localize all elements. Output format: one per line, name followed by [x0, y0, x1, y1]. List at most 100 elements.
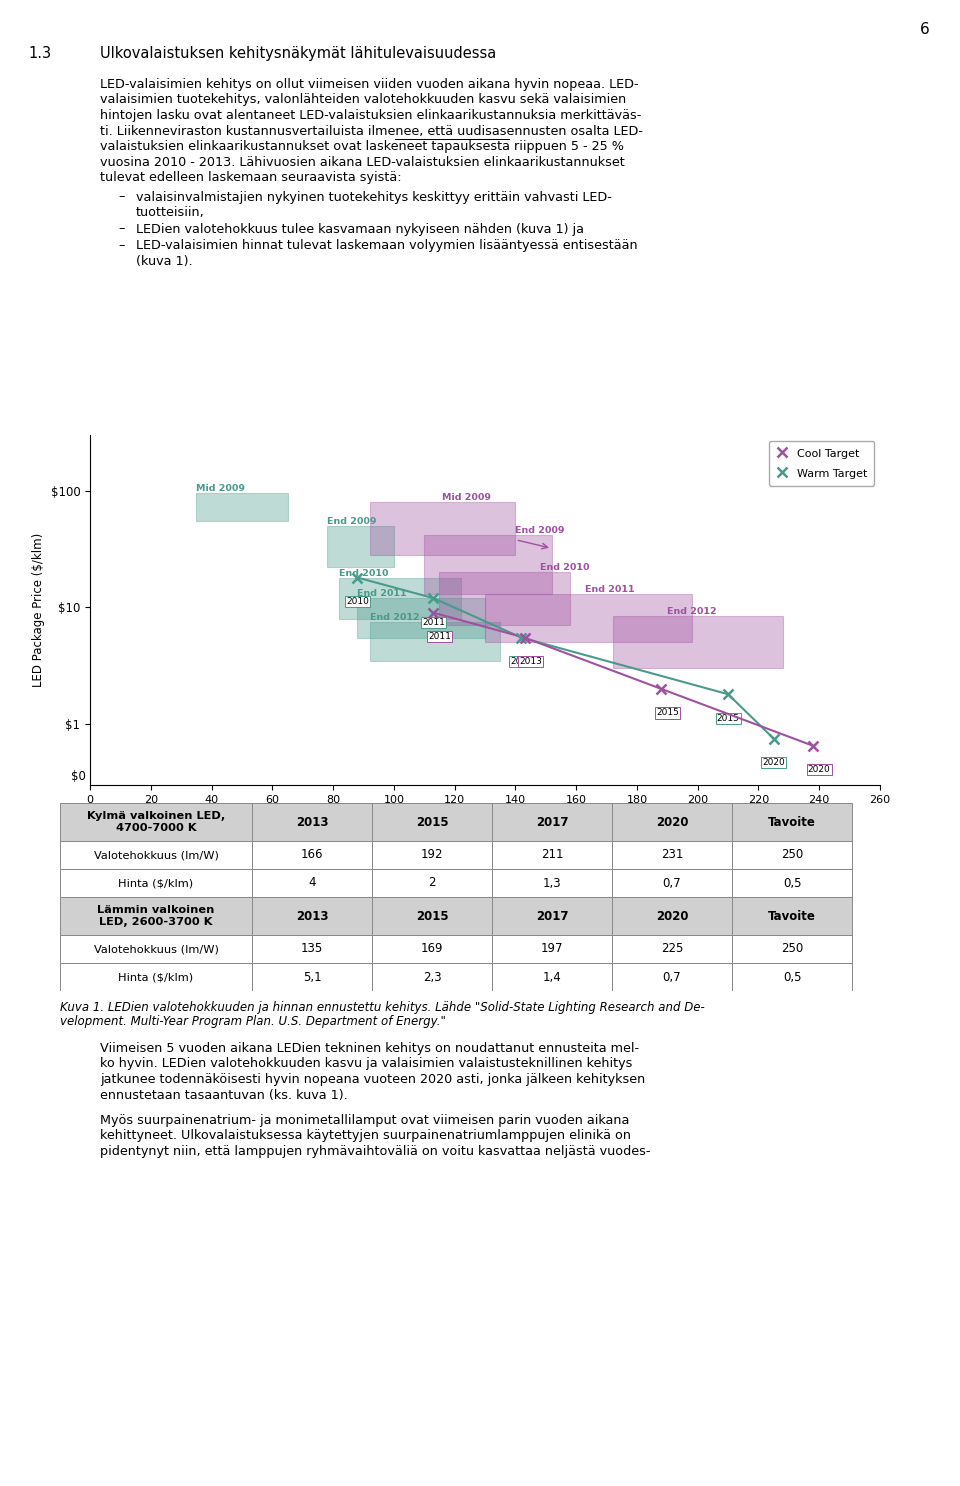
Text: 2010: 2010: [346, 597, 369, 606]
Bar: [60, 935, 252, 963]
Bar: [60, 898, 252, 935]
Text: 1,4: 1,4: [542, 970, 562, 984]
Text: 0,5: 0,5: [782, 970, 802, 984]
Text: End 2009: End 2009: [516, 526, 564, 535]
Text: 169: 169: [420, 942, 444, 955]
Text: 2020: 2020: [808, 765, 830, 774]
Bar: [60, 841, 252, 869]
Text: 1.3: 1.3: [28, 46, 51, 61]
Bar: [357, 597, 485, 637]
Text: 2,3: 2,3: [422, 970, 442, 984]
Text: End 2011: End 2011: [586, 585, 635, 594]
Bar: [440, 572, 570, 626]
Text: tulevat edelleen laskemaan seuraavista syistä:: tulevat edelleen laskemaan seuraavista s…: [100, 171, 401, 184]
Bar: [732, 841, 852, 869]
Bar: [60, 802, 252, 841]
Text: 2020: 2020: [656, 816, 688, 829]
Bar: [732, 963, 852, 991]
Text: Lämmin valkoinen
LED, 2600-3700 K: Lämmin valkoinen LED, 2600-3700 K: [97, 905, 215, 927]
Text: Hinta ($/klm): Hinta ($/klm): [118, 972, 194, 982]
Text: Valotehokkuus (lm/W): Valotehokkuus (lm/W): [93, 850, 219, 860]
Text: Ulkovalaistuksen kehitysnäkymät lähitulevaisuudessa: Ulkovalaistuksen kehitysnäkymät lähitule…: [100, 46, 496, 61]
Text: End 2011: End 2011: [357, 588, 407, 597]
Bar: [339, 578, 461, 618]
Text: 250: 250: [780, 849, 804, 862]
Text: –: –: [118, 239, 125, 253]
Text: ko hyvin. LEDien valotehokkuuden kasvu ja valaisimien valaistusteknillinen kehit: ko hyvin. LEDien valotehokkuuden kasvu j…: [100, 1058, 633, 1070]
Bar: [492, 802, 612, 841]
Text: 135: 135: [300, 942, 324, 955]
Text: tuotteisiin,: tuotteisiin,: [136, 207, 204, 218]
Bar: [492, 963, 612, 991]
Text: 2015: 2015: [716, 713, 739, 722]
Bar: [370, 502, 516, 556]
Text: ti. Liikenneviraston kustannusvertailuista ilmenee, että uudisasennusten osalta : ti. Liikenneviraston kustannusvertailuis…: [100, 125, 643, 138]
Bar: [252, 869, 372, 898]
Bar: [612, 935, 732, 963]
Bar: [327, 526, 394, 568]
Text: kehittyneet. Ulkovalaistuksessa käytettyjen suurpainenatriumlamppujen elinikä on: kehittyneet. Ulkovalaistuksessa käytetty…: [100, 1129, 631, 1143]
Text: End 2010: End 2010: [540, 563, 589, 572]
Text: Kylmä valkoinen LED,
4700-7000 K: Kylmä valkoinen LED, 4700-7000 K: [86, 811, 226, 832]
Text: valaistuksien elinkaarikustannukset ovat laskeneet tapauksesta riippuen 5 - 25 %: valaistuksien elinkaarikustannukset ovat…: [100, 140, 624, 153]
Text: 2013: 2013: [296, 909, 328, 923]
Text: Myös suurpainenatrium- ja monimetallilamput ovat viimeisen parin vuoden aikana: Myös suurpainenatrium- ja monimetallilam…: [100, 1114, 630, 1126]
Bar: [372, 935, 492, 963]
Bar: [492, 869, 612, 898]
Text: (kuva 1).: (kuva 1).: [136, 254, 193, 267]
Bar: [485, 594, 691, 642]
Text: Valotehokkuus (lm/W): Valotehokkuus (lm/W): [93, 944, 219, 954]
Text: 211: 211: [540, 849, 564, 862]
Bar: [612, 869, 732, 898]
Bar: [424, 535, 552, 594]
Text: hintojen lasku ovat alentaneet LED-valaistuksien elinkaarikustannuksia merkittäv: hintojen lasku ovat alentaneet LED-valai…: [100, 108, 641, 122]
Text: Tavoite: Tavoite: [768, 909, 816, 923]
Bar: [372, 841, 492, 869]
Text: End 2009: End 2009: [327, 517, 376, 526]
Text: 2013: 2013: [296, 816, 328, 829]
Text: velopment. Multi-Year Program Plan. U.S. Department of Energy.": velopment. Multi-Year Program Plan. U.S.…: [60, 1015, 445, 1028]
Bar: [372, 898, 492, 935]
Bar: [612, 898, 732, 935]
Text: Tavoite: Tavoite: [768, 816, 816, 829]
Text: LEDien valotehokkuus tulee kasvamaan nykyiseen nähden (kuva 1) ja: LEDien valotehokkuus tulee kasvamaan nyk…: [136, 223, 584, 235]
Text: 6: 6: [920, 22, 930, 37]
Text: LED-valaisimien hinnat tulevat laskemaan volyymien lisääntyessä entisestään: LED-valaisimien hinnat tulevat laskemaan…: [136, 239, 637, 253]
Bar: [370, 623, 500, 660]
Text: pidentynyt niin, että lamppujen ryhmävaihtoväliä on voitu kasvattaa neljästä vuo: pidentynyt niin, että lamppujen ryhmävai…: [100, 1146, 651, 1158]
Bar: [492, 935, 612, 963]
Bar: [612, 963, 732, 991]
Y-axis label: LED Package Price ($/klm): LED Package Price ($/klm): [32, 533, 45, 687]
Bar: [252, 898, 372, 935]
Text: 166: 166: [300, 849, 324, 862]
Text: 2015: 2015: [416, 816, 448, 829]
Text: 225: 225: [660, 942, 684, 955]
Text: 2013: 2013: [519, 657, 542, 666]
Text: 0,5: 0,5: [782, 877, 802, 890]
Text: 4: 4: [308, 877, 316, 890]
Bar: [252, 841, 372, 869]
Text: $0: $0: [71, 770, 86, 783]
Text: LED-valaisimien kehitys on ollut viimeisen viiden vuoden aikana hyvin nopeaa. LE: LED-valaisimien kehitys on ollut viimeis…: [100, 77, 638, 91]
Text: Hinta ($/klm): Hinta ($/klm): [118, 878, 194, 889]
Text: 2017: 2017: [536, 816, 568, 829]
Text: 2020: 2020: [762, 758, 785, 767]
Text: Mid 2009: Mid 2009: [197, 484, 246, 493]
Bar: [252, 935, 372, 963]
Text: 0,7: 0,7: [662, 970, 682, 984]
Text: ennustetaan tasaantuvan (ks. kuva 1).: ennustetaan tasaantuvan (ks. kuva 1).: [100, 1089, 348, 1101]
Bar: [612, 615, 782, 669]
Text: 1,3: 1,3: [542, 877, 562, 890]
X-axis label: Efficacy (lm/W): Efficacy (lm/W): [432, 810, 539, 823]
Text: –: –: [118, 223, 125, 235]
Bar: [252, 802, 372, 841]
Text: Viimeisen 5 vuoden aikana LEDien tekninen kehitys on noudattanut ennusteita mel-: Viimeisen 5 vuoden aikana LEDien teknine…: [100, 1042, 639, 1055]
Text: 2011: 2011: [421, 618, 444, 627]
Text: 2015: 2015: [416, 909, 448, 923]
Text: 231: 231: [660, 849, 684, 862]
Text: 2017: 2017: [536, 909, 568, 923]
Bar: [60, 963, 252, 991]
Bar: [732, 898, 852, 935]
Bar: [372, 963, 492, 991]
Bar: [612, 802, 732, 841]
